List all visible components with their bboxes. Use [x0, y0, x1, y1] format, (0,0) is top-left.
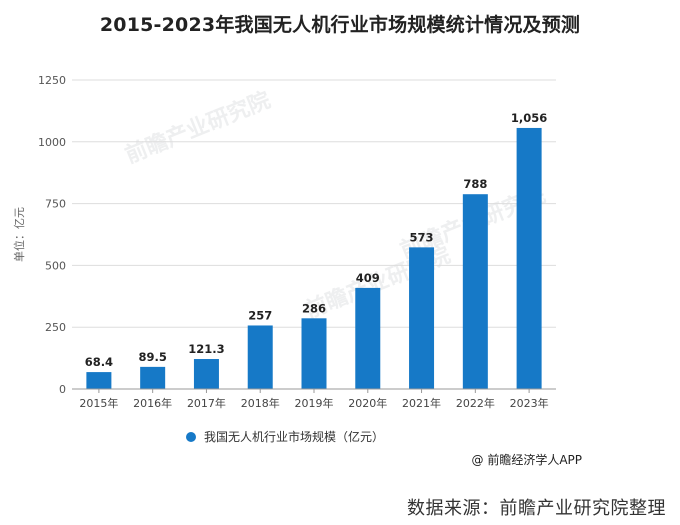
bar-value-label: 89.5	[138, 350, 166, 364]
bar	[86, 372, 112, 389]
x-tick-label: 2022年	[456, 396, 495, 410]
x-tick-label: 2016年	[133, 396, 172, 410]
bar	[409, 247, 435, 389]
bar-value-label: 121.3	[188, 342, 224, 356]
chart-title: 2015-2023年我国无人机行业市场规模统计情况及预测	[99, 14, 581, 36]
y-axis: 0 250 500 750 1000 1250 单位：亿元	[12, 74, 66, 396]
bar-value-label: 788	[463, 177, 487, 191]
legend-marker	[186, 431, 196, 442]
legend: 我国无人机行业市场规模（亿元）	[186, 428, 384, 445]
y-tick-label: 500	[45, 259, 66, 272]
legend-label: 我国无人机行业市场规模（亿元）	[204, 430, 385, 444]
bar	[140, 366, 166, 389]
y-tick-label: 1250	[38, 74, 66, 87]
bar	[355, 287, 381, 389]
bar-value-label: 573	[410, 230, 434, 244]
bar	[462, 194, 488, 389]
x-tick-label: 2018年	[241, 396, 280, 410]
y-tick-label: 250	[45, 321, 66, 334]
y-axis-label: 单位：亿元	[12, 207, 26, 262]
x-tick-label: 2020年	[348, 396, 387, 410]
y-tick-label: 750	[45, 198, 66, 211]
y-tick-label: 1000	[38, 136, 66, 149]
bar-value-label: 409	[356, 271, 380, 285]
y-tick-label: 0	[59, 383, 66, 396]
bar	[516, 127, 542, 390]
x-axis: 2015年 2016年 2017年 2018年 2019年 2020年 2021年 2022年…	[72, 388, 556, 410]
bar-value-label: 257	[248, 308, 272, 322]
x-tick-label: 2015年	[79, 396, 118, 410]
x-tick-label: 2023年	[510, 396, 549, 410]
bar	[193, 359, 219, 389]
bar	[301, 318, 327, 389]
bar-value-label: 68.4	[85, 355, 113, 369]
bar-value-label: 286	[302, 301, 326, 315]
bar-value-label: 1,056	[511, 111, 547, 125]
x-tick-label: 2017年	[187, 396, 226, 410]
x-tick-label: 2021年	[402, 396, 441, 410]
x-tick-label: 2019年	[295, 396, 334, 410]
social-handle: @ 前瞻经济学人APP	[471, 453, 583, 467]
bars: 68.4 89.5 121.3 257 286 409 573 788 1,056	[85, 111, 547, 390]
data-source: 数据来源：前瞻产业研究院整理	[407, 498, 666, 519]
bar	[247, 325, 273, 389]
